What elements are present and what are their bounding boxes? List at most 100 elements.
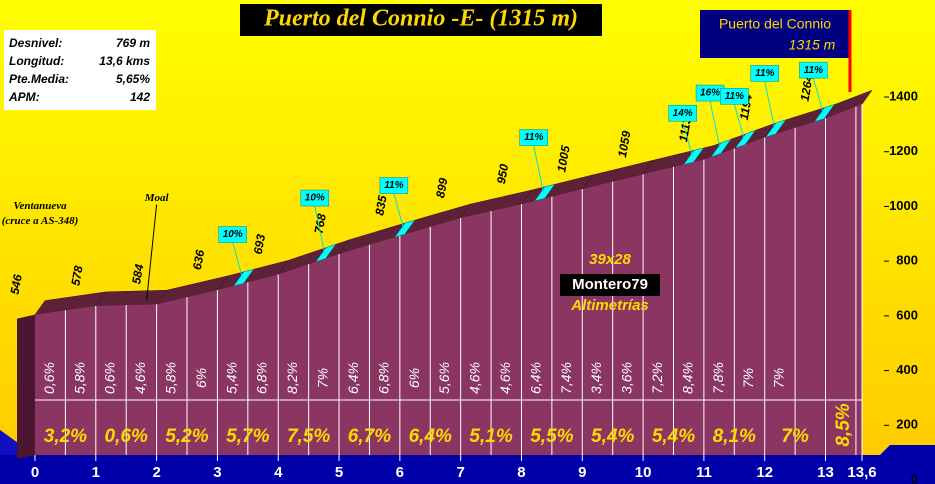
y-tick-label: 1200 [889, 143, 918, 158]
max-grade-mark [394, 219, 416, 238]
half-km-grade: 7,2% [649, 362, 665, 394]
max-grade-mark [315, 243, 337, 263]
credit: Montero79 [572, 276, 648, 293]
half-km-grade: 7% [771, 368, 787, 388]
title-box [240, 4, 602, 36]
max-grade-mark [233, 268, 255, 287]
x-tick-label: 12 [756, 464, 773, 481]
callout-box [668, 104, 697, 122]
half-km-grade: 6,4% [527, 362, 543, 394]
x-tick-label: 9 [578, 464, 586, 481]
elevation-label: 835 [372, 194, 389, 216]
km-grade: 5,5% [530, 426, 573, 447]
max-grade-label: 14% [673, 108, 693, 119]
x-tick-label: 13,6 [847, 464, 876, 481]
callout-line [709, 100, 721, 150]
elevation-label: 546 [8, 273, 25, 295]
callout-box [218, 226, 247, 243]
half-km-grade: 4,6% [497, 362, 513, 394]
place-label: Ventanueva [13, 200, 67, 212]
half-km-grade: 6,4% [345, 362, 361, 394]
km-grade: 5,1% [469, 426, 512, 447]
max-grade-mark [813, 104, 835, 123]
max-grade-mark [765, 119, 787, 138]
stat-label: APM: [8, 90, 40, 104]
callout-box [379, 177, 409, 194]
summit-box [700, 10, 850, 58]
y-tick-label: 1000 [889, 198, 918, 213]
km-grade: 0,6% [105, 426, 148, 447]
max-grade-label: 11% [384, 180, 403, 191]
floor [0, 445, 935, 484]
callout-box [519, 129, 548, 146]
credit: 39x28 [589, 251, 631, 268]
place-label: Moal [144, 192, 170, 204]
elevation-label: 768 [312, 212, 329, 234]
max-grade-mark [710, 138, 732, 158]
elevation-label: 1005 [554, 144, 572, 173]
elevation-label: 1264 [797, 73, 815, 102]
max-grade-label: 11% [524, 132, 543, 143]
half-km-grade: 6% [406, 368, 422, 388]
half-km-grade: 7,8% [710, 362, 726, 394]
km-grade: 3,2% [44, 426, 87, 447]
km-grade: 7,5% [287, 426, 330, 447]
x-tick-label: 10 [635, 464, 652, 481]
summit-altitude: 1315 m [789, 37, 836, 53]
callout-box [799, 61, 828, 79]
stats-box [4, 30, 156, 110]
x-tick-label: 7 [456, 464, 464, 481]
half-km-grade: 5,4% [223, 362, 239, 394]
half-km-grade: 4,6% [132, 362, 148, 394]
elevation-label: 636 [190, 248, 207, 270]
km-grade: 5,7% [226, 426, 269, 447]
x-tick-label: 11 [696, 464, 712, 481]
y-tick-label: 600 [896, 307, 918, 322]
km-grade: 6,4% [409, 426, 452, 447]
credit: Altimetrías [570, 297, 649, 314]
x-tick-label: 8 [517, 464, 525, 481]
max-grade-label: 11% [804, 65, 823, 76]
x-tick-label: 3 [213, 464, 221, 481]
half-km-grade: 7% [740, 368, 756, 388]
max-grade-label: 11% [725, 91, 744, 102]
half-km-grade: 8,2% [284, 362, 300, 394]
max-grade-label: 10% [223, 229, 243, 240]
half-km-grade: 6,8% [375, 362, 391, 394]
elevation-label: 693 [251, 233, 268, 255]
callout-line [733, 104, 745, 141]
half-km-grade: 3,4% [588, 362, 604, 394]
x-tick-label: 6 [396, 464, 404, 481]
km-grade: 8,1% [713, 426, 756, 447]
half-km-grade: 3,6% [619, 362, 635, 394]
stat-label: Longitud: [9, 54, 64, 68]
half-km-grade: 7% [315, 368, 331, 388]
x-tick-label: 5 [335, 464, 343, 481]
profile-front [825, 104, 862, 455]
half-km-grade: 5,8% [163, 362, 179, 394]
x-tick-label: 13 [817, 464, 834, 481]
max-grade-mark [534, 183, 556, 202]
y-tick-label: 1400 [889, 88, 918, 103]
y-tick-label: 400 [896, 362, 918, 377]
x-tick-label: 4 [274, 464, 283, 481]
km-grade: 7% [781, 426, 809, 447]
half-km-grade: 6,8% [254, 362, 270, 394]
half-km-grade: 6% [193, 368, 209, 388]
callout-line [393, 193, 405, 230]
y-tick-label: 200 [896, 417, 918, 432]
stat-value: 5,65% [116, 72, 150, 86]
half-km-grade: 5,8% [71, 362, 87, 394]
stat-value: 142 [130, 90, 150, 104]
max-grade-mark [734, 129, 756, 149]
stat-label: Desnivel: [9, 36, 62, 50]
half-km-grade: 0,6% [102, 362, 118, 394]
elevation-label: 1059 [615, 129, 633, 158]
km-grade: 8,5% [833, 403, 854, 446]
y-tick-label: 0 [911, 471, 918, 484]
callout-box [720, 87, 749, 105]
credit-box [560, 274, 660, 296]
km-grade: 5,2% [165, 426, 208, 447]
max-grade-label: 11% [755, 68, 774, 79]
